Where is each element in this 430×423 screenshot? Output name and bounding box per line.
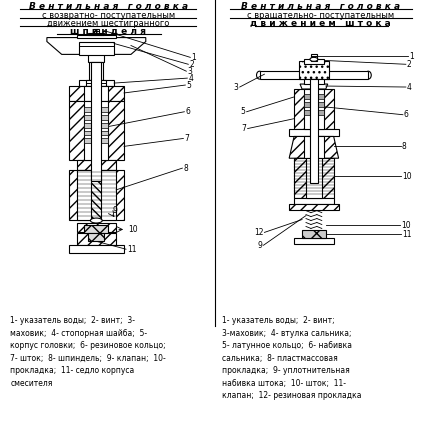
Text: 2: 2 (407, 60, 412, 69)
Bar (69, 86, 124, 101)
Text: 4: 4 (188, 74, 193, 82)
Bar (84, 225, 108, 233)
Text: В е н т и л ь н а я   г о л о в к а: В е н т и л ь н а я г о л о в к а (241, 2, 400, 11)
Bar (304, 89, 324, 129)
Polygon shape (289, 137, 338, 158)
Text: 6: 6 (404, 110, 409, 119)
Text: 10: 10 (401, 221, 411, 230)
Text: 3: 3 (234, 82, 239, 91)
Text: 5: 5 (241, 107, 246, 116)
Text: 2: 2 (189, 60, 194, 69)
Text: 8: 8 (183, 164, 188, 173)
Text: д в и ж е н и е м   ш т о к а: д в и ж е н и е м ш т о к а (250, 19, 391, 28)
Bar (77, 160, 116, 170)
Text: 3: 3 (187, 67, 192, 76)
Text: 11: 11 (127, 245, 136, 254)
Polygon shape (89, 33, 104, 35)
Bar (77, 170, 116, 220)
Bar (84, 115, 108, 120)
Bar (304, 59, 324, 64)
Bar (304, 94, 324, 99)
Bar (92, 62, 101, 181)
Bar (77, 233, 116, 245)
Text: движением шестигранного: движением шестигранного (47, 19, 169, 28)
Bar (84, 107, 108, 112)
Bar (311, 55, 317, 61)
Bar (289, 204, 338, 210)
Bar (92, 170, 101, 220)
Bar (294, 198, 334, 204)
Ellipse shape (366, 71, 371, 79)
Bar (77, 222, 116, 232)
Bar (310, 79, 318, 183)
Bar (79, 80, 114, 86)
Bar (304, 137, 324, 158)
Text: 7: 7 (242, 124, 247, 133)
Text: с возвратно- поступательным: с возвратно- поступательным (42, 11, 175, 20)
Polygon shape (47, 38, 146, 55)
Ellipse shape (310, 58, 318, 61)
Text: 7: 7 (184, 134, 189, 143)
Bar (304, 79, 324, 84)
Text: ш п и н д е л я: ш п и н д е л я (70, 27, 146, 36)
Text: 4: 4 (407, 82, 412, 91)
Text: 6: 6 (185, 107, 190, 116)
Text: 1: 1 (191, 53, 196, 62)
Ellipse shape (90, 218, 102, 223)
Bar (294, 89, 334, 129)
Bar (89, 62, 103, 80)
Text: 1- указатель воды;  2- винт;  3-
маховик;  4- стопорная шайба;  5-
корпус головк: 1- указатель воды; 2- винт; 3- маховик; … (10, 316, 166, 388)
Text: 11: 11 (402, 230, 412, 239)
Ellipse shape (257, 71, 262, 79)
Bar (306, 158, 322, 198)
Text: 1: 1 (409, 52, 414, 61)
Bar (302, 231, 326, 238)
Bar (84, 131, 108, 135)
Bar (84, 123, 108, 128)
Polygon shape (259, 71, 368, 79)
Bar (89, 55, 104, 62)
Bar (79, 41, 114, 55)
Text: 8: 8 (402, 142, 407, 151)
Bar (294, 158, 334, 198)
Polygon shape (77, 35, 116, 38)
Bar (289, 129, 338, 137)
Bar (299, 61, 329, 79)
Text: В е н т и л ь н а я   г о л о в к а: В е н т и л ь н а я г о л о в к а (29, 2, 188, 11)
Text: 9: 9 (112, 206, 117, 215)
Bar (69, 170, 124, 220)
Text: 10: 10 (128, 225, 138, 234)
Bar (304, 102, 324, 107)
Text: 5: 5 (186, 80, 191, 90)
Text: с вращательно- поступательным: с вращательно- поступательным (247, 11, 394, 20)
Polygon shape (300, 84, 328, 89)
Bar (69, 245, 124, 253)
Text: 1- указатель воды;  2- винт;
3-маховик;  4- втулка сальника;
5- латунное кольцо;: 1- указатель воды; 2- винт; 3-маховик; 4… (222, 316, 362, 401)
Bar (89, 233, 104, 241)
Bar (93, 29, 99, 33)
Bar (304, 110, 324, 115)
Bar (84, 138, 108, 143)
Bar (69, 101, 124, 160)
Text: 9: 9 (258, 241, 262, 250)
Bar (84, 86, 108, 101)
Bar (86, 80, 106, 86)
Bar (294, 238, 334, 244)
Text: 12: 12 (254, 228, 264, 237)
Bar (84, 101, 108, 160)
Text: 10: 10 (402, 171, 412, 181)
